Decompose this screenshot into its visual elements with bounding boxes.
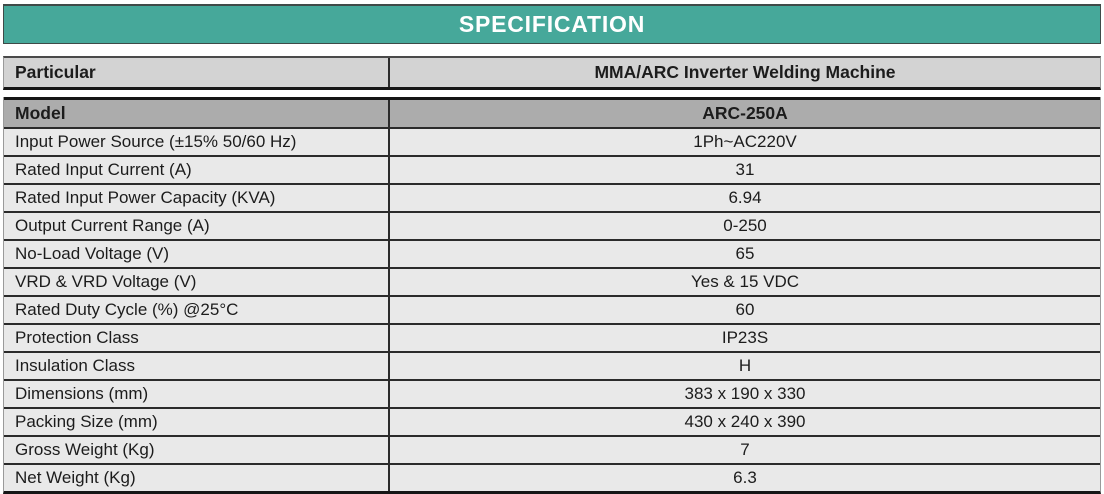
spec-row-label: Gross Weight (Kg) (4, 437, 390, 463)
particular-value: MMA/ARC Inverter Welding Machine (594, 62, 896, 82)
spec-row-label: Dimensions (mm) (4, 381, 390, 407)
spec-table-row: Input Power Source (±15% 50/60 Hz) 1Ph~A… (4, 127, 1100, 155)
spec-row-value: 6.94 (728, 188, 762, 207)
spec-table-row: Rated Input Current (A) 31 (4, 155, 1100, 183)
particular-header-row: Particular MMA/ARC Inverter Welding Mach… (3, 56, 1101, 90)
spec-table-row: Gross Weight (Kg) 7 (4, 435, 1100, 463)
spec-table-row: Output Current Range (A) 0-250 (4, 211, 1100, 239)
spec-row-value: IP23S (721, 328, 769, 347)
spec-row-label: VRD & VRD Voltage (V) (4, 269, 390, 295)
spec-row-label: Rated Duty Cycle (%) @25°C (4, 297, 390, 323)
spec-row-value: 6.3 (733, 468, 757, 487)
spec-row-label: Output Current Range (A) (4, 213, 390, 239)
spec-table-row: Insulation Class H (4, 351, 1100, 379)
spec-table-row: Rated Duty Cycle (%) @25°C 60 (4, 295, 1100, 323)
spec-table-row: Packing Size (mm) 430 x 240 x 390 (4, 407, 1100, 435)
spec-row-value: H (738, 356, 752, 375)
spec-row-value: 430 x 240 x 390 (684, 412, 806, 431)
spec-row-label: Rated Input Power Capacity (KVA) (4, 185, 390, 211)
spec-row-value: 1Ph~AC220V (693, 132, 797, 151)
spec-row-value: 383 x 190 x 330 (684, 384, 806, 403)
spec-row-value: 0-250 (723, 216, 767, 235)
spec-table-row: VRD & VRD Voltage (V) Yes & 15 VDC (4, 267, 1100, 295)
spec-table-row: Rated Input Power Capacity (KVA) 6.94 (4, 183, 1100, 211)
page-title: SPECIFICATION (458, 11, 646, 37)
spec-table-row: No-Load Voltage (V) 65 (4, 239, 1100, 267)
particular-label: Particular (4, 58, 390, 87)
spec-table-row: Dimensions (mm) 383 x 190 x 330 (4, 379, 1100, 407)
spec-row-label: Insulation Class (4, 353, 390, 379)
spec-table: Model ARC-250A Input Power Source (±15% … (3, 97, 1101, 494)
spec-row-label: Protection Class (4, 325, 390, 351)
spec-row-value: 31 (735, 160, 755, 179)
model-row: Model ARC-250A (4, 97, 1100, 127)
spec-row-value: Yes & 15 VDC (690, 272, 800, 291)
spec-row-label: Packing Size (mm) (4, 409, 390, 435)
spec-row-value: 60 (735, 300, 755, 319)
spec-row-label: Rated Input Current (A) (4, 157, 390, 183)
spec-row-label: No-Load Voltage (V) (4, 241, 390, 267)
spec-table-body: Input Power Source (±15% 50/60 Hz) 1Ph~A… (4, 127, 1100, 491)
spec-row-label: Net Weight (Kg) (4, 465, 390, 491)
spec-table-row: Protection Class IP23S (4, 323, 1100, 351)
model-value: ARC-250A (702, 103, 788, 123)
spec-row-value: 65 (735, 244, 755, 263)
spec-table-row: Net Weight (Kg) 6.3 (4, 463, 1100, 491)
spec-row-value: 7 (740, 440, 750, 459)
model-label: Model (4, 100, 390, 127)
specification-banner: SPECIFICATION (3, 4, 1101, 44)
spec-row-label: Input Power Source (±15% 50/60 Hz) (4, 129, 390, 155)
